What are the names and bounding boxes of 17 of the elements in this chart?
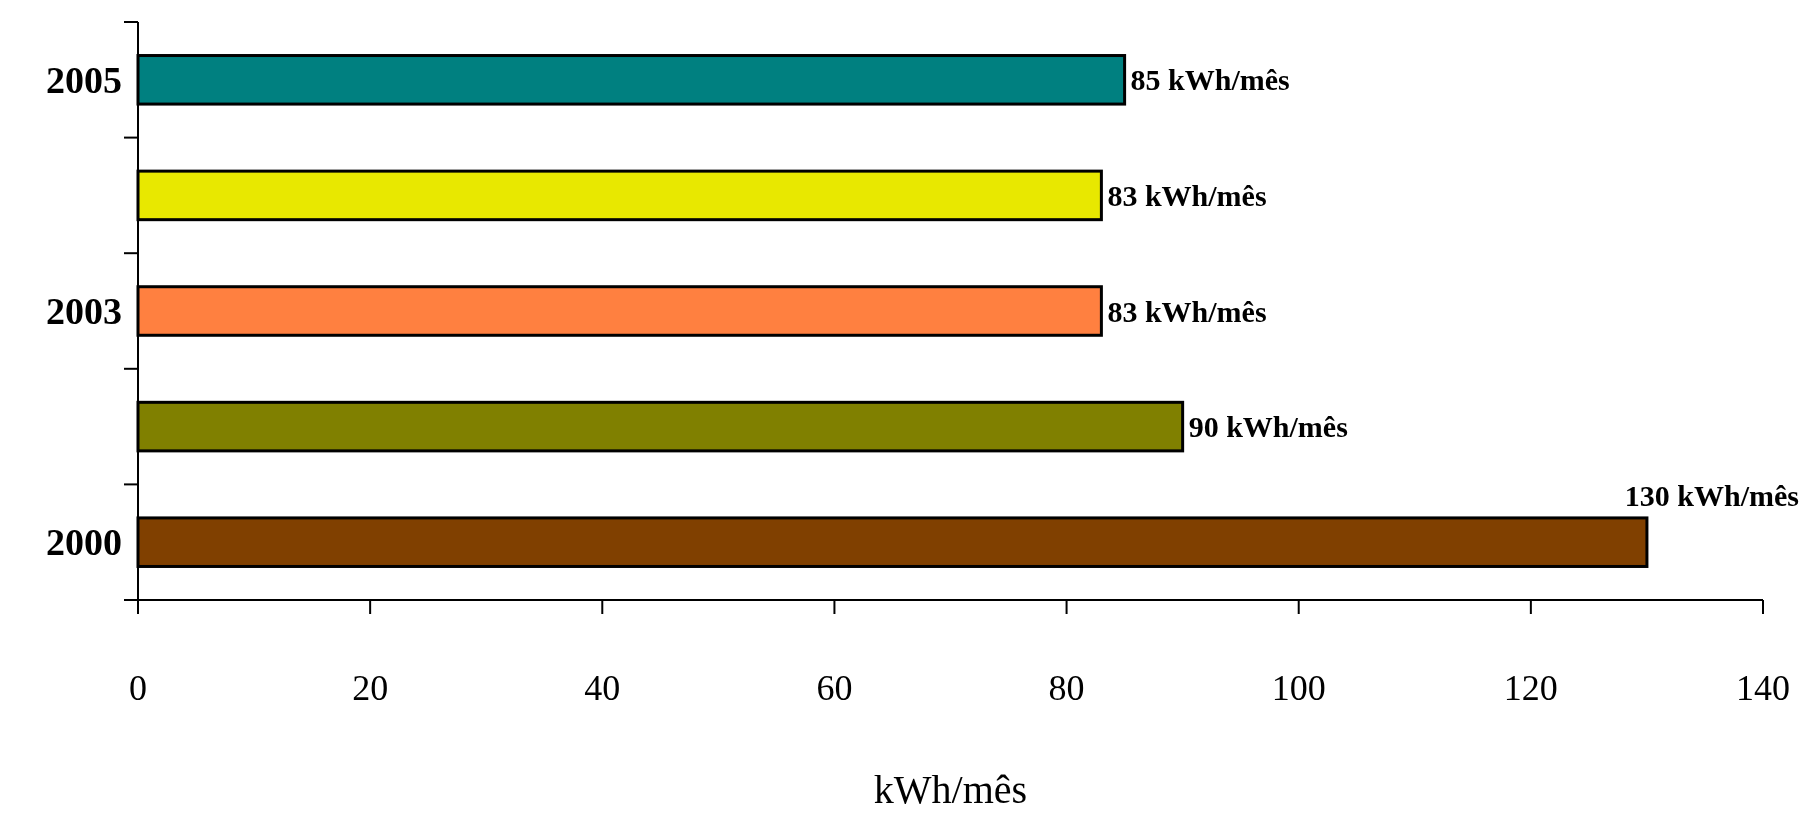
x-tick-label: 0 [129, 668, 147, 708]
y-tick-label: 2000 [46, 521, 122, 564]
data-label: 130 kWh/mês [1624, 479, 1799, 513]
y-tick-label: 2003 [46, 290, 122, 332]
x-tick-label: 140 [1736, 668, 1790, 708]
data-label: 85 kWh/mês [1130, 63, 1290, 97]
data-label: 83 kWh/mês [1107, 294, 1267, 328]
y-tick-label: 2005 [46, 58, 122, 101]
x-tick-label: 60 [816, 668, 853, 708]
x-tick-label: 40 [584, 668, 621, 708]
data-label: 83 kWh/mês [1107, 178, 1267, 212]
data-label: 90 kWh/mês [1188, 410, 1348, 444]
x-tick-label: 100 [1271, 668, 1326, 708]
x-tick-label: 20 [352, 668, 389, 708]
x-tick-label: 120 [1503, 668, 1558, 708]
x-axis-title: kWh/mês [873, 767, 1028, 812]
x-tick-label: 80 [1048, 668, 1085, 708]
